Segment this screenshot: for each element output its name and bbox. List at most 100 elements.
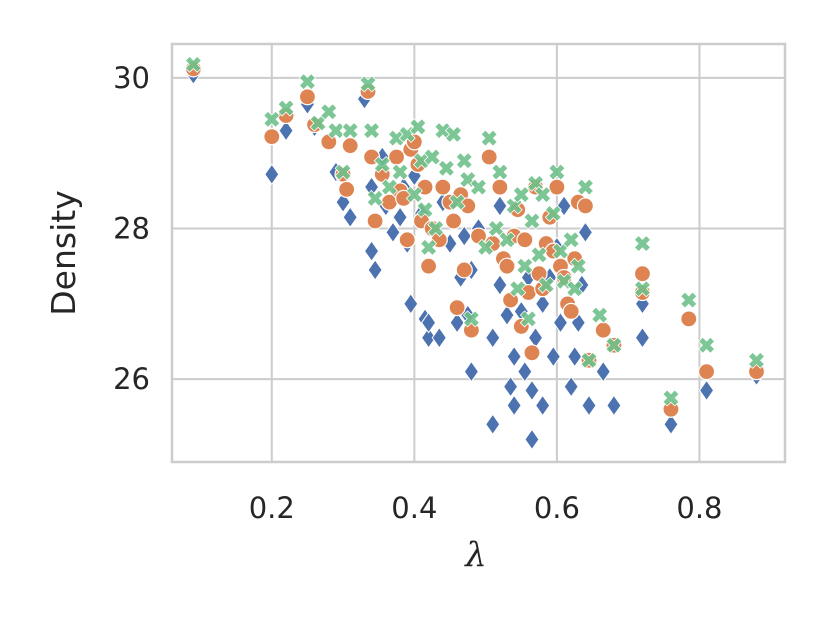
data-point-circle (420, 257, 438, 275)
data-point-x (569, 257, 587, 275)
data-point-x (698, 336, 716, 354)
x-tick-label: 0.4 (391, 491, 437, 525)
data-point-diamond (420, 326, 437, 349)
data-point-circle (548, 178, 566, 196)
data-point-diamond (403, 292, 419, 315)
data-point-circle (498, 257, 516, 275)
data-point-diamond (524, 379, 540, 402)
data-point-diamond (363, 240, 380, 262)
data-point-x (516, 257, 534, 275)
data-point-circle (576, 197, 595, 215)
data-point-x (576, 178, 594, 196)
data-point-x (373, 155, 391, 174)
data-point-x (320, 103, 338, 121)
data-point-diamond (492, 195, 508, 217)
data-point-circle (387, 148, 406, 166)
x-tick-label: 0.6 (534, 491, 580, 525)
data-point-circle (341, 137, 359, 155)
data-point-diamond (517, 360, 533, 383)
data-point-x (437, 159, 455, 177)
data-point-x (523, 212, 541, 230)
grid (172, 44, 785, 462)
data-point-circle (444, 212, 463, 230)
data-point-circle (263, 128, 281, 146)
data-point-x (405, 186, 423, 204)
data-point-x (509, 280, 527, 298)
data-point-circle (480, 148, 498, 166)
data-point-x (480, 129, 498, 147)
data-point-circle (523, 344, 541, 362)
data-point-x (469, 178, 488, 196)
data-point-x (334, 163, 352, 181)
data-point-x (366, 189, 384, 207)
data-point-diamond (499, 304, 515, 327)
data-point-x (448, 193, 466, 211)
data-point-diamond (595, 360, 611, 383)
data-point-circle (448, 299, 466, 317)
data-point-circle (491, 178, 509, 196)
data-point-x (477, 238, 495, 256)
data-point-x (530, 246, 548, 264)
data-point-diamond (485, 413, 501, 436)
data-point-diamond (606, 394, 622, 417)
tick-labels: 0.2 0.4 0.6 0.8 26 28 30 (113, 61, 722, 525)
x-axis-label: λ (463, 535, 487, 575)
data-point-diamond (463, 360, 479, 383)
data-point-circle (680, 310, 698, 328)
data-point-x (534, 186, 552, 204)
data-point-x (498, 231, 516, 249)
data-point-circle (562, 302, 580, 320)
data-point-x (263, 110, 281, 128)
data-point-circle (434, 178, 452, 196)
data-point-x (562, 231, 580, 249)
data-point-x (566, 280, 584, 298)
data-point-x (662, 389, 680, 407)
data-point-x (427, 219, 445, 238)
data-point-diamond (502, 375, 519, 398)
data-point-x (380, 178, 398, 196)
data-point-x (444, 125, 463, 143)
data-point-x (591, 306, 609, 324)
data-point-diamond (506, 345, 522, 368)
data-point-x (363, 122, 381, 140)
data-point-circle (455, 261, 473, 279)
data-point-diamond (485, 326, 501, 349)
data-point-diamond (524, 428, 540, 451)
data-point-circle (366, 212, 384, 230)
data-point-diamond (431, 326, 447, 349)
plot-frame (170, 42, 787, 464)
data-point-x (298, 73, 316, 91)
y-tick-label: 26 (113, 362, 150, 396)
data-point-diamond (342, 206, 358, 229)
data-points (184, 55, 766, 451)
data-point-diamond (420, 311, 437, 334)
data-point-circle (338, 180, 356, 198)
data-point-diamond (449, 311, 465, 334)
x-tick-label: 0.2 (249, 491, 295, 525)
data-point-x (416, 201, 434, 219)
data-point-diamond (367, 259, 383, 281)
data-point-diamond (535, 394, 551, 417)
y-axis-label: Density (44, 190, 83, 315)
data-point-x (680, 291, 698, 309)
data-point-x (580, 351, 598, 369)
data-point-diamond (567, 345, 583, 368)
data-point-x (519, 310, 537, 328)
data-point-diamond (385, 221, 401, 244)
data-point-x (548, 163, 566, 181)
data-point-x (184, 55, 202, 73)
data-point-x (420, 238, 438, 256)
data-point-diamond (506, 394, 522, 417)
data-point-diamond (563, 375, 579, 398)
data-point-x (544, 204, 562, 223)
data-point-diamond (634, 326, 651, 349)
data-point-circle (697, 363, 716, 381)
y-tick-label: 30 (113, 61, 150, 95)
data-point-x (633, 235, 652, 253)
data-point-circle (633, 265, 652, 283)
data-point-circle (398, 231, 416, 249)
data-point-diamond (577, 221, 594, 244)
data-point-diamond (264, 163, 280, 186)
data-point-diamond (535, 292, 551, 315)
